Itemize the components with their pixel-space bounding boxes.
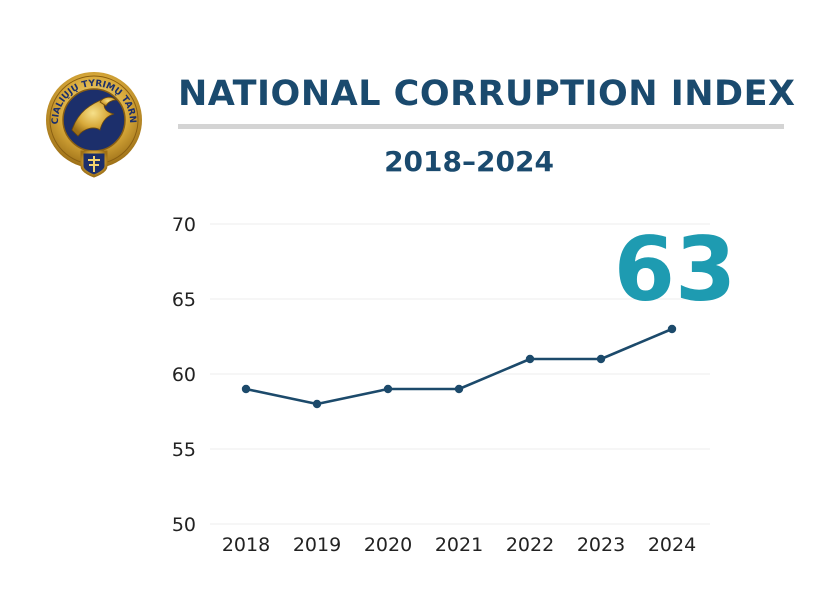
x-tick-label: 2024: [648, 534, 696, 556]
y-tick-label: 60: [172, 364, 196, 386]
data-point: [312, 399, 322, 409]
y-tick-label: 65: [172, 289, 196, 311]
page-title: NATIONAL CORRUPTION INDEX: [178, 74, 796, 114]
data-point: [454, 384, 464, 394]
chart-grid: [210, 223, 710, 525]
x-tick-label: 2022: [506, 534, 554, 556]
page-subtitle: 2018–2024: [384, 145, 554, 178]
x-tick-label: 2018: [222, 534, 270, 556]
data-point: [383, 384, 393, 394]
data-point: [596, 354, 606, 364]
chart-series: [241, 324, 677, 409]
y-tick-label: 50: [172, 514, 196, 536]
x-axis-ticks: 2018 2019 2020 2021 2022 2023 2024: [222, 534, 696, 556]
data-point: [241, 384, 251, 394]
eagle-emblem-icon: SPECIALIŲJŲ TYRIMŲ TARNYBA: [40, 61, 142, 178]
data-point: [667, 324, 677, 334]
y-tick-label: 55: [172, 439, 196, 461]
latest-value-callout: 63: [613, 218, 737, 321]
y-tick-label: 70: [172, 214, 196, 236]
y-axis-ticks: 50 55 60 65 70: [172, 214, 196, 536]
x-tick-label: 2021: [435, 534, 483, 556]
agency-logo: SPECIALIŲJŲ TYRIMŲ TARNYBA: [40, 61, 144, 178]
x-tick-label: 2023: [577, 534, 625, 556]
x-tick-label: 2020: [364, 534, 412, 556]
data-point: [525, 354, 535, 364]
title-divider: [178, 124, 784, 129]
x-tick-label: 2019: [293, 534, 341, 556]
